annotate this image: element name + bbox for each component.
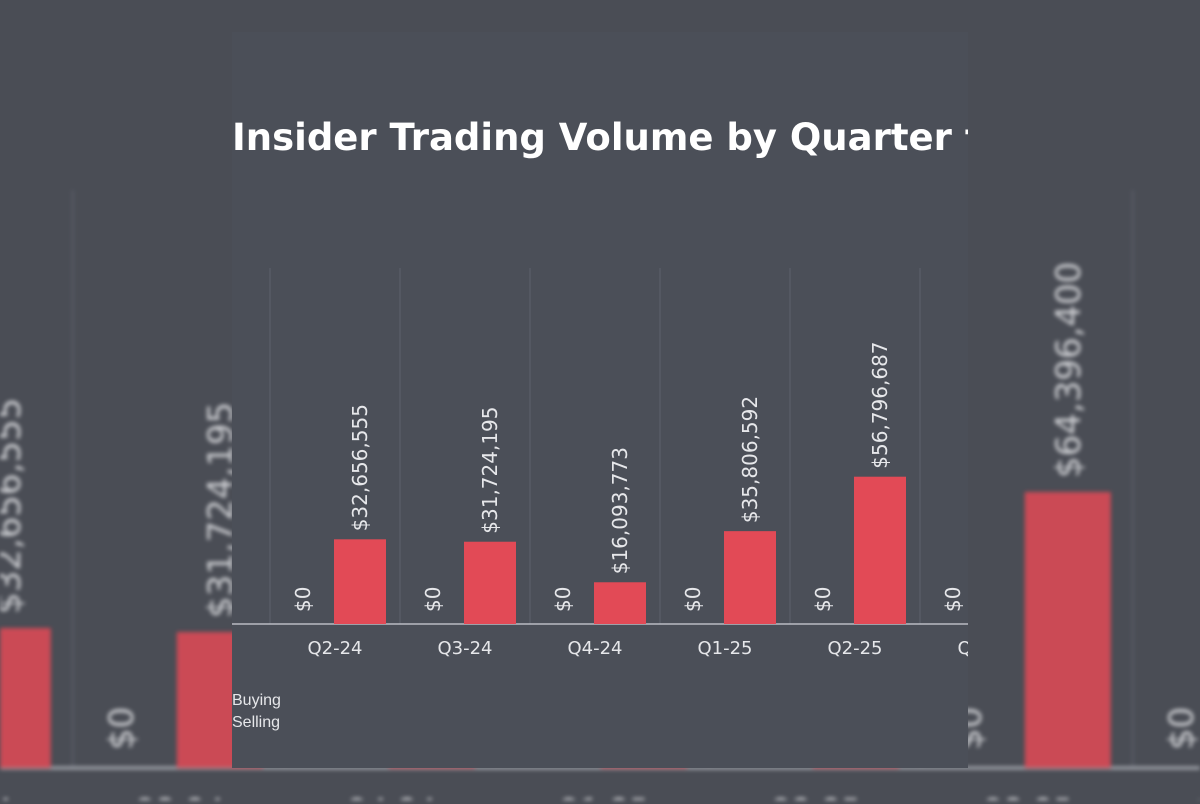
bar-selling-q2-25: [854, 476, 906, 624]
x-tick-label: Q3-25: [981, 793, 1073, 800]
bar-selling-q2-24: [0, 628, 51, 768]
x-tick-label: Q3-25: [957, 638, 968, 659]
data-label-selling: $32,656,555: [0, 398, 29, 614]
bar-selling-q2-24: [334, 539, 386, 624]
bar-selling-q1-25: [724, 531, 776, 624]
x-tick-label: Q1-25: [557, 793, 649, 800]
data-label-buying: $0: [102, 707, 142, 750]
data-label-selling: $31,724,195: [478, 406, 502, 533]
chart-svg: $0 $32,656,555 Q2-24 $0 $31,724,195 Q3-24 $0 $1…: [232, 268, 968, 659]
x-tick-label: Q4-25: [1193, 793, 1200, 800]
x-tick-label: Q3-24: [437, 638, 492, 659]
data-label-selling: $16,093,773: [608, 447, 632, 574]
x-tick-label: Q2-24: [0, 793, 13, 800]
bar-selling-q3-25: [1024, 492, 1111, 768]
x-tick-label: Q2-24: [307, 638, 362, 659]
data-label-buying: $0: [421, 587, 445, 612]
data-label-buying: $0: [551, 587, 575, 612]
legend-item-buying: Buying: [232, 692, 281, 709]
data-label-selling: $64,396,400: [1049, 262, 1089, 478]
chart-panel: Insider Trading Volume by Quarter for A …: [232, 32, 968, 768]
x-tick-label: Q4-24: [345, 793, 437, 800]
legend: Buying Selling: [232, 690, 281, 734]
data-label-buying: $0: [941, 587, 965, 612]
legend-item-selling: Selling: [232, 714, 281, 731]
x-tick-label: Q1-25: [697, 638, 752, 659]
x-tick-label: Q2-25: [769, 793, 861, 800]
chart-title: Insider Trading Volume by Quarter for A: [232, 116, 968, 159]
x-tick-label: Q4-24: [567, 638, 622, 659]
bar-selling-q4-24: [594, 582, 646, 624]
data-label-selling: $35,806,592: [738, 396, 762, 523]
data-label-selling: $32,656,555: [348, 404, 372, 531]
data-label-buying: $0: [681, 587, 705, 612]
data-label-buying: $0: [1162, 707, 1200, 750]
bar-selling-q3-24: [464, 541, 516, 624]
data-label-selling: $56,796,687: [868, 341, 892, 468]
data-label-buying: $0: [291, 587, 315, 612]
x-tick-label: Q3-24: [133, 793, 225, 800]
x-tick-label: Q2-25: [827, 638, 882, 659]
data-label-buying: $0: [811, 587, 835, 612]
